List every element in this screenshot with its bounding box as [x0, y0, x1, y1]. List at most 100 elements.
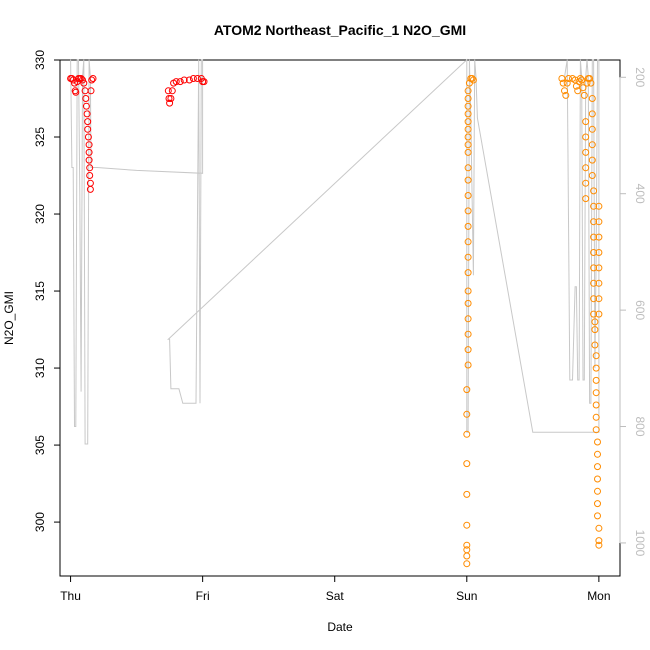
series-1-point-36 — [469, 76, 477, 84]
series-1-point-69 — [590, 202, 598, 210]
series-1-point-29 — [464, 110, 472, 118]
series-1-point-60 — [586, 75, 594, 82]
y-tick-label-1: 305 — [33, 435, 47, 455]
series-1-point-17 — [464, 253, 472, 261]
series-1-point-91 — [594, 487, 601, 495]
series-1-point-40 — [562, 91, 570, 99]
series-0-point-17 — [84, 125, 92, 133]
series-1-point-97 — [595, 202, 603, 210]
series-0-point-20 — [85, 148, 93, 156]
x-axis: Thu Fri Sat Sun Mon — [60, 575, 611, 603]
series-1-point-5 — [463, 490, 471, 498]
series-1-point-51 — [580, 91, 588, 99]
y-tick-label-3: 315 — [33, 281, 47, 301]
series-1-point-79 — [591, 341, 599, 349]
series-1-point-37 — [558, 75, 566, 82]
series-0-point-15 — [83, 110, 91, 118]
series-1-point-8 — [463, 410, 471, 418]
y-tick-label-4: 320 — [33, 204, 47, 224]
x-tick-label-2: Sat — [326, 589, 345, 603]
series-1-point-86 — [592, 426, 600, 434]
series-1-point-7 — [463, 430, 471, 438]
series-1-point-52 — [582, 118, 590, 126]
series-1-point-14 — [464, 299, 472, 307]
series-1-point-93 — [594, 512, 601, 520]
series-1-point-23 — [464, 164, 472, 172]
series-0-point-14 — [82, 102, 90, 110]
series-0-point-13 — [82, 95, 90, 102]
chart-title: ATOM2 Northeast_Pacific_1 N2O_GMI — [214, 22, 466, 38]
series-0-point-12 — [81, 87, 89, 95]
x-axis-label: Date — [327, 620, 353, 634]
series-1-point-12 — [464, 330, 472, 338]
series-1-point-102 — [595, 279, 603, 287]
x-tick-label-3: Sun — [456, 589, 477, 603]
series-0-point-30 — [165, 95, 173, 102]
series-1-point-82 — [592, 376, 600, 384]
series-1-point-48 — [576, 75, 584, 82]
series-1-point-99 — [595, 233, 603, 241]
series-0-point-38 — [185, 76, 193, 84]
series-0-point-35 — [172, 78, 180, 86]
series-0-point-21 — [85, 156, 93, 164]
series-1-point-90 — [594, 475, 601, 483]
series-1-point-30 — [464, 102, 472, 110]
series-1-point-75 — [590, 295, 598, 303]
series-1-point-74 — [590, 279, 598, 287]
plot-frame — [59, 59, 621, 577]
series-0-point-18 — [84, 133, 92, 141]
series-1-point-6 — [463, 460, 471, 468]
series-1-point-103 — [595, 295, 603, 303]
series-1-point-4 — [463, 521, 471, 529]
series-1-point-72 — [590, 249, 598, 256]
y-tick-label-5: 325 — [33, 127, 47, 147]
y2-axis: 200 400 600 800 1000 — [619, 67, 647, 557]
series-1-point-85 — [592, 413, 600, 421]
series-1-point-73 — [590, 264, 598, 272]
series-1-point-16 — [464, 269, 472, 277]
series-0-point-43 — [200, 78, 208, 86]
series-1-point-77 — [591, 318, 599, 326]
series-0-point-5 — [72, 88, 80, 96]
series-0-point-40 — [193, 75, 201, 82]
series-1-point-32 — [464, 87, 472, 95]
series-layer — [67, 58, 603, 568]
series-1-point-96 — [595, 541, 603, 549]
series-1-point-62 — [588, 95, 596, 102]
series-0-point-37 — [180, 76, 188, 84]
series-1-point-92 — [594, 500, 601, 508]
series-1-point-98 — [595, 218, 603, 226]
series-1-point-65 — [588, 141, 596, 149]
series-1-point-28 — [464, 118, 472, 126]
series-1-point-26 — [464, 133, 472, 141]
series-0-point-19 — [85, 141, 93, 149]
y2-tick-label-4: 1000 — [633, 530, 647, 557]
series-0-point-22 — [86, 164, 94, 172]
series-0-point-11 — [80, 79, 88, 87]
y-tick-label-6: 330 — [33, 50, 47, 70]
series-1-point-95 — [595, 537, 603, 545]
series-1-point-19 — [464, 222, 472, 230]
series-2-line — [70, 58, 600, 445]
y-tick-label-0: 300 — [33, 512, 47, 532]
series-1-point-53 — [582, 133, 590, 141]
series-1-point-35 — [468, 75, 476, 82]
series-1-point-101 — [595, 264, 603, 272]
series-1-point-70 — [590, 218, 598, 226]
series-1-point-66 — [588, 156, 596, 164]
series-1-point-71 — [590, 233, 598, 241]
y2-tick-label-2: 600 — [633, 300, 647, 320]
y2-tick-label-3: 800 — [633, 417, 647, 437]
series-1-point-94 — [595, 524, 603, 532]
series-0-point-23 — [86, 172, 94, 179]
series-0-point-25 — [86, 185, 94, 193]
series-1-point-22 — [464, 176, 472, 184]
series-1-point-68 — [590, 187, 598, 195]
series-0-point-32 — [167, 95, 175, 102]
series-1-point-39 — [561, 87, 568, 95]
series-1-point-56 — [582, 179, 590, 187]
series-0-point-16 — [84, 118, 92, 126]
series-1-point-83 — [592, 389, 600, 397]
series-1-point-18 — [464, 238, 472, 246]
series-0-point-26 — [87, 87, 95, 95]
